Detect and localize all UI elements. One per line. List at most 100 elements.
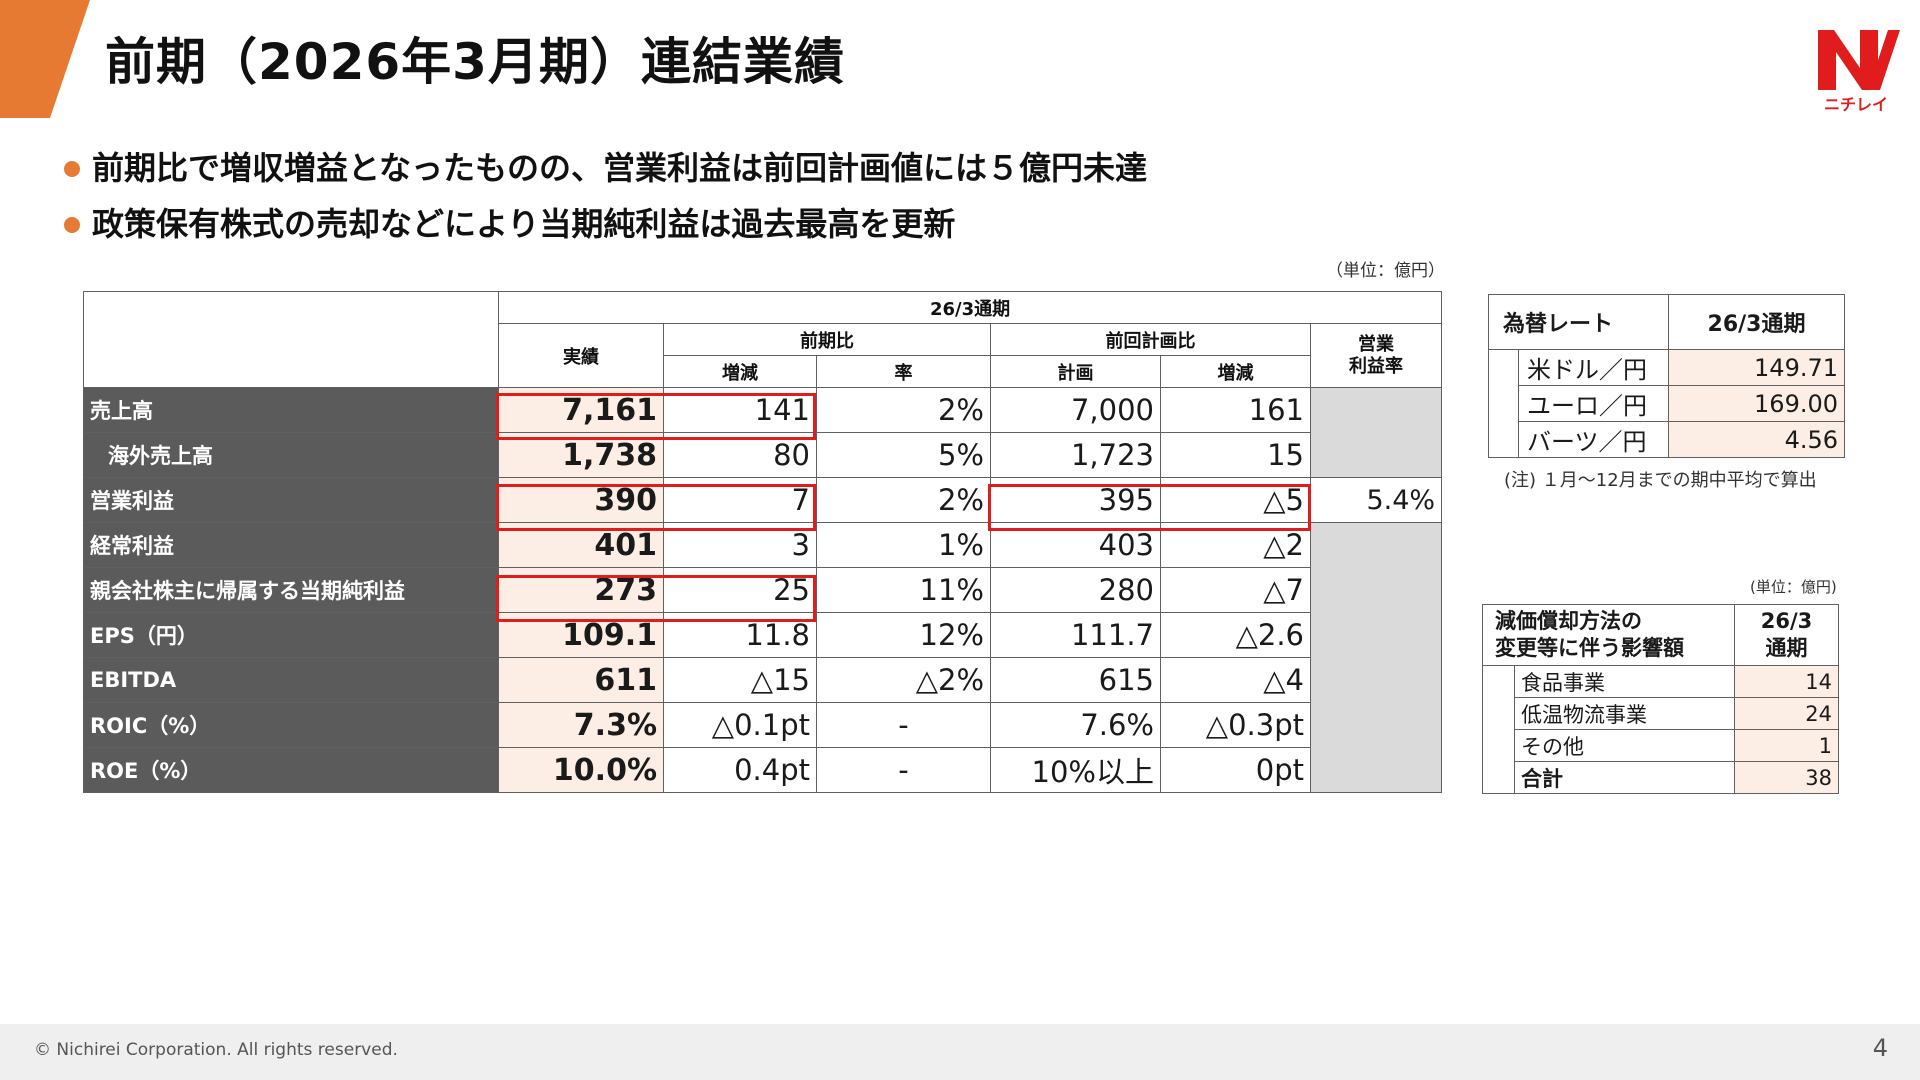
results-table: 26/3通期 実績 前期比 前回計画比 営業 利益率 増減 率 計画 増減 売上… [83,291,1443,793]
yoy-rate-value: - [816,747,991,793]
svg-text:ニチレイ: ニチレイ [1824,95,1888,114]
bullet-dot-icon [64,161,80,177]
dep-label: 低温物流事業 [1514,697,1735,730]
dep-value: 14 [1734,665,1839,698]
corner-accent [0,0,90,118]
actual-value: 1,738 [498,432,664,478]
dep-label: その他 [1514,729,1735,762]
yoy-rate-value: 1% [816,522,991,568]
fx-header-period: 26/3通期 [1668,294,1846,350]
yoy-diff-value: 3 [663,522,817,568]
fx-value: 169.00 [1668,385,1846,422]
depreciation-table: 減価償却方法の 変更等に伴う影響額 26/3 通期 食品事業 14 低温物流事業… [1482,604,1839,794]
plan-diff-value: △0.3pt [1160,702,1311,748]
nichirei-logo: ニチレイ [1808,22,1903,117]
row-label: 営業利益 [83,477,499,523]
table-row: バーツ／円 4.56 [1489,421,1846,458]
yoy-rate-value: 5% [816,432,991,478]
plan-value: 280 [990,567,1161,613]
dep-header-period: 26/3 通期 [1734,604,1839,666]
actual-value: 273 [498,567,664,613]
yoy-rate-value: 11% [816,567,991,613]
plan-group-header: 前回計画比 [990,323,1311,356]
table-row: EPS（円） 109.1 11.8 12% 111.7 △2.6 [83,612,1442,658]
row-label: 売上高 [83,387,499,433]
yoy-group-header: 前期比 [663,323,991,356]
yoy-diff-value: △15 [663,657,817,703]
table-row: 海外売上高 1,738 80 5% 1,723 15 [83,432,1442,478]
yoy-diff-value: 0.4pt [663,747,817,793]
period-header: 26/3通期 [497,291,1443,324]
margin-header: 営業 利益率 [1309,323,1443,388]
yoy-diff-value: 25 [663,567,817,613]
fx-value: 149.71 [1668,349,1846,386]
fx-header-label: 為替レート [1487,294,1670,350]
fx-value: 4.56 [1668,421,1846,458]
plan-diff-value: △4 [1160,657,1311,703]
table-row: 食品事業 14 [1482,665,1839,794]
table-row: 経常利益 401 3 1% 403 △2 [83,522,1443,793]
copyright: © Nichirei Corporation. All rights reser… [34,1040,398,1060]
yoy-rate-header: 率 [816,355,991,388]
plan-diff-value: 15 [1160,432,1311,478]
actual-value: 401 [498,522,664,568]
yoy-rate-value: - [816,702,991,748]
margin-cell-empty [1309,522,1443,793]
plan-diff-header: 増減 [1160,355,1311,388]
plan-value: 10%以上 [990,747,1161,793]
dep-value: 24 [1734,697,1839,730]
yoy-rate-value: 2% [816,387,991,433]
bullet-list: 前期比で増収増益となったものの、営業利益は前回計画値には５億円未達 政策保有株式… [64,140,1147,252]
bullet-dot-icon [64,217,80,233]
main-unit-label: （単位：億円） [1326,261,1445,281]
table-row: その他 1 [1483,729,1839,762]
table-row: 親会社株主に帰属する当期純利益 273 25 11% 280 △7 [83,567,1442,613]
actual-value: 7.3% [498,702,664,748]
plan-diff-value: △2.6 [1160,612,1311,658]
fx-label: 米ドル／円 [1517,349,1670,386]
header-blank [83,291,499,388]
yoy-rate-value: 12% [816,612,991,658]
plan-diff-value: 0pt [1160,747,1311,793]
row-label: 海外売上高 [83,432,499,478]
plan-diff-value: △7 [1160,567,1311,613]
plan-value: 111.7 [990,612,1161,658]
table-row: ユーロ／円 169.00 [1489,385,1846,422]
yoy-diff-value: 141 [663,387,817,433]
fx-label: バーツ／円 [1517,421,1670,458]
plan-value: 403 [990,522,1161,568]
dep-label: 食品事業 [1514,665,1735,698]
yoy-diff-header: 増減 [663,355,817,388]
table-row: 合計 38 [1483,761,1839,794]
table-row: ROIC（%） 7.3% △0.1pt - 7.6% △0.3pt [83,702,1442,748]
yoy-diff-value: △0.1pt [663,702,817,748]
yoy-rate-value: 2% [816,477,991,523]
plan-value: 615 [990,657,1161,703]
bullet-item: 前期比で増収増益となったものの、営業利益は前回計画値には５億円未達 [64,140,1147,196]
yoy-rate-value: △2% [816,657,991,703]
plan-value: 1,723 [990,432,1161,478]
table-row: 米ドル／円 149.71 [1488,349,1846,458]
table-row: 低温物流事業 24 [1483,697,1839,730]
slide-title: 前期（2026年3月期）連結業績 [105,33,845,91]
yoy-diff-value: 7 [663,477,817,523]
footer: © Nichirei Corporation. All rights reser… [0,1024,1920,1080]
plan-value: 7.6% [990,702,1161,748]
page-number: 4 [1872,1034,1888,1062]
plan-diff-value: △2 [1160,522,1311,568]
fx-note: (注) １月〜12月までの期中平均で算出 [1504,470,1817,491]
plan-header: 計画 [990,355,1161,388]
fx-rate-table: 為替レート 26/3通期 米ドル／円 149.71 ユーロ／円 169.00 バ… [1487,294,1846,458]
yoy-diff-value: 80 [663,432,817,478]
row-label: ROIC（%） [83,702,499,748]
fx-label: ユーロ／円 [1517,385,1670,422]
table-row: EBITDA 611 △15 △2% 615 △4 [83,657,1442,703]
dep-value: 1 [1734,729,1839,762]
dep-header-label: 減価償却方法の 変更等に伴う影響額 [1482,604,1735,666]
actual-value: 109.1 [498,612,664,658]
row-label: EBITDA [83,657,499,703]
row-label: 経常利益 [83,522,499,568]
plan-value: 395 [990,477,1161,523]
actual-value: 10.0% [498,747,664,793]
operating-margin-value: 5.4% [1309,477,1443,523]
